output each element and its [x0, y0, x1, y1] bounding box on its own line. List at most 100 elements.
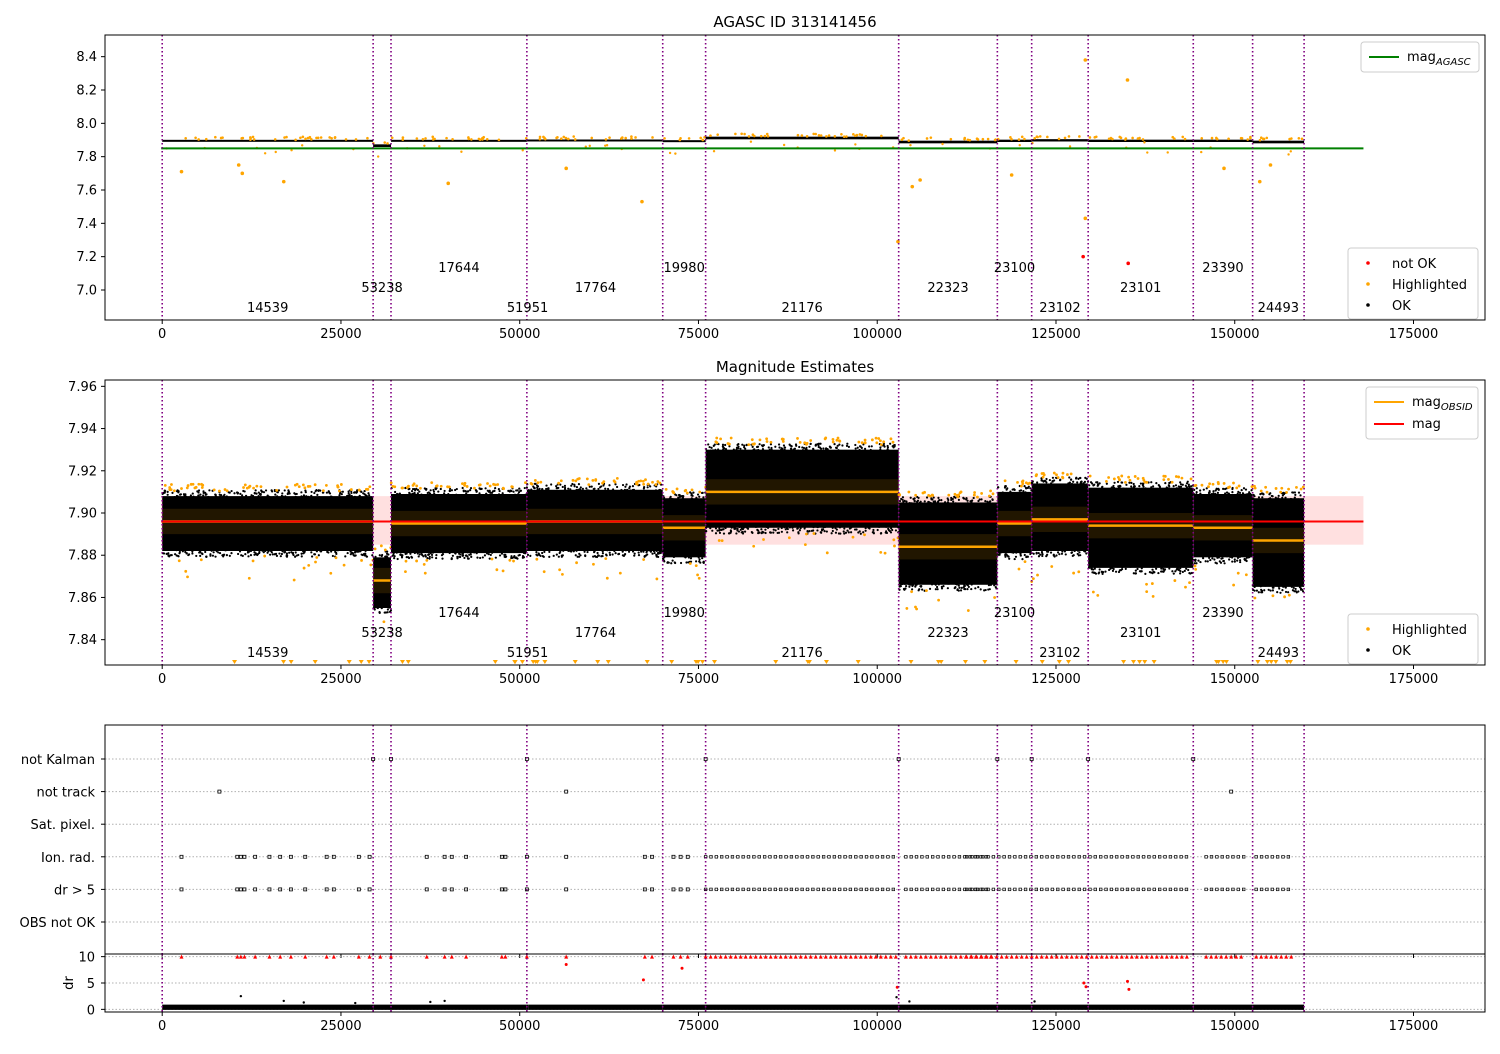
clipped-low-marker: [232, 660, 238, 664]
ok-point: [974, 587, 977, 590]
ok-point: [1216, 556, 1219, 559]
ok-point: [885, 525, 888, 528]
ok-point: [504, 555, 508, 558]
ok-point: [1231, 486, 1234, 490]
ok-point: [783, 448, 786, 452]
ok-point: [241, 494, 244, 497]
ok-point: [168, 496, 171, 499]
highlighted-point: [743, 132, 746, 136]
ok-point: [294, 551, 297, 554]
dr-clipped-marker: [918, 954, 923, 959]
ok-point: [1202, 488, 1205, 491]
ok-point: [426, 557, 429, 560]
ok-point: [856, 446, 859, 449]
highlighted-point: [446, 181, 451, 186]
ok-point: [1181, 570, 1184, 574]
highlighted-point: [854, 143, 857, 146]
highlighted-point: [1173, 579, 1177, 582]
flag-marker: [816, 855, 820, 859]
ok-point: [1230, 556, 1234, 559]
ok-point: [601, 550, 604, 553]
ok-point: [585, 487, 588, 490]
ok-point: [959, 589, 963, 592]
obsid-label: 23390: [1202, 606, 1243, 621]
dr-clipped-marker: [1064, 954, 1069, 959]
ok-point: [788, 526, 792, 529]
flag-marker: [920, 855, 924, 859]
highlighted-point: [618, 571, 622, 575]
ok-point: [1040, 551, 1044, 554]
dr-clipped-marker: [718, 954, 723, 959]
dr-clipped-marker: [953, 954, 958, 959]
ok-point: [608, 484, 611, 487]
ok-point: [319, 489, 322, 492]
highlighted-point: [259, 485, 263, 488]
x-tick-label: 75000: [678, 672, 719, 687]
ok-point: [293, 492, 296, 495]
ok-point: [1041, 548, 1044, 551]
ok-point: [879, 532, 883, 535]
ok-point: [906, 503, 909, 506]
flag-marker: [891, 855, 895, 859]
clipped-low-marker: [908, 660, 914, 664]
ok-point: [315, 489, 318, 492]
flag-marker: [979, 855, 983, 859]
highlighted-point: [1258, 138, 1262, 142]
ok-point: [623, 488, 627, 491]
ok-point: [919, 585, 923, 588]
highlighted-point: [688, 562, 692, 565]
highlighted-point: [604, 557, 608, 560]
highlighted-point: [354, 138, 358, 141]
highlighted-point: [679, 137, 682, 140]
ok-point: [512, 490, 515, 493]
highlighted-point: [973, 491, 976, 494]
highlighted-point: [594, 478, 598, 481]
ok-point: [923, 500, 926, 503]
ok-point: [950, 498, 953, 502]
highlighted-point: [571, 478, 575, 482]
ok-point: [634, 490, 637, 493]
obsid-label: 17764: [575, 626, 616, 641]
ok-point: [586, 548, 590, 552]
flag-marker: [986, 887, 990, 892]
ok-point: [1226, 491, 1229, 494]
dr-clipped-marker: [1239, 954, 1244, 959]
highlighted-point: [1249, 135, 1252, 139]
panel-magnitude: 1453953238176445195117764199802117622323…: [76, 13, 1486, 342]
ok-point: [888, 529, 891, 533]
ok-point: [817, 443, 820, 447]
highlighted-point: [1066, 473, 1069, 476]
ok-points-band: [391, 139, 527, 142]
highlighted-point: [1232, 481, 1235, 485]
highlighted-point: [966, 609, 970, 612]
ok-point: [712, 444, 715, 447]
ok-point: [1124, 567, 1127, 570]
x-tick-label: 125000: [1031, 672, 1081, 687]
ok-point: [1231, 560, 1234, 563]
flag-marker: [331, 887, 336, 892]
ok-point: [1278, 498, 1282, 501]
ok-point: [988, 500, 991, 503]
flag-marker: [1209, 887, 1214, 892]
highlighted-point: [189, 482, 193, 486]
dr-clipped-marker: [974, 954, 979, 959]
ok-point: [473, 551, 476, 554]
ok-point: [943, 501, 947, 504]
ok-point: [302, 552, 305, 555]
highlighted-point: [812, 132, 815, 136]
ok-point: [1299, 494, 1302, 497]
ok-point: [1014, 555, 1018, 558]
ok-point: [1249, 555, 1252, 558]
flag-marker: [685, 887, 690, 892]
ok-point: [1079, 481, 1083, 484]
ok-point: [953, 586, 956, 590]
ok-point: [631, 550, 635, 553]
ok-point: [455, 487, 458, 491]
ok-point: [1247, 556, 1250, 559]
clipped-low-marker: [1220, 660, 1226, 664]
flag-marker: [238, 854, 243, 859]
ok-point: [493, 489, 496, 492]
clipped-low-marker: [700, 660, 706, 664]
highlighted-point: [1083, 216, 1088, 221]
x-tick-label: 100000: [852, 327, 902, 342]
